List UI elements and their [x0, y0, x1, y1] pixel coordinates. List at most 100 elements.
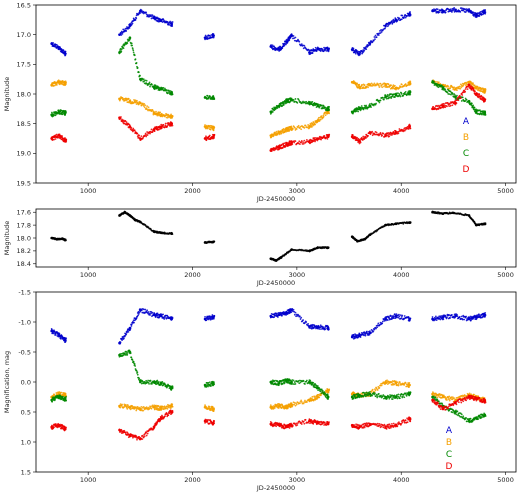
scatter-dot: [322, 115, 325, 118]
scatter-dot: [151, 404, 154, 407]
scatter-dot: [273, 109, 276, 112]
scatter-dot: [398, 315, 401, 318]
scatter-dot: [447, 93, 450, 95]
chart-panel-1: 1000 2000 3000 4000 500016.517.017.518.018.5…: [3, 1, 517, 203]
scatter-dot: [444, 83, 447, 86]
data-point: [308, 140, 311, 143]
scatter-dot: [409, 14, 412, 17]
scatter-dot: [446, 105, 448, 108]
data-point: [441, 86, 445, 90]
scatter-dot: [212, 133, 215, 136]
data-point: [170, 22, 173, 26]
y-tick-label: 18.0: [17, 234, 31, 242]
scatter-dot: [373, 82, 376, 85]
scatter-dot: [145, 11, 148, 14]
data-point: [118, 97, 121, 101]
data-point: [285, 40, 288, 44]
data-point: [394, 131, 398, 134]
data-point: [467, 317, 471, 321]
data-point: [139, 101, 142, 105]
y-tick-label: 0.5: [21, 408, 31, 416]
scatter-dot: [473, 84, 476, 87]
x-tick-label: 5000: [497, 476, 514, 484]
data-point: [60, 237, 64, 240]
scatter-dot: [54, 333, 57, 336]
data-point: [274, 259, 278, 262]
data-point: [441, 104, 445, 108]
scatter-dot: [471, 102, 473, 105]
scatter-dot: [133, 54, 136, 57]
scatter-dot: [145, 135, 148, 138]
scatter-dot: [52, 332, 55, 335]
scatter-dot: [209, 128, 212, 131]
scatter-dot: [326, 138, 329, 140]
scatter-dot: [404, 16, 407, 19]
scatter-dot: [302, 319, 304, 321]
scatter-dot: [280, 131, 283, 134]
x-tick-label: 1000: [80, 476, 97, 484]
scatter-dot: [146, 105, 149, 107]
data-point: [326, 246, 330, 249]
data-point: [55, 237, 59, 241]
x-tick-label: 3000: [289, 187, 306, 195]
scatter-dot: [354, 52, 357, 55]
data-point: [118, 51, 121, 54]
scatter-dot: [60, 338, 62, 340]
scatter-dot: [478, 15, 481, 17]
scatter-dot: [352, 112, 354, 115]
scatter-dot: [160, 123, 163, 126]
scatter-dot: [314, 140, 316, 143]
data-point: [452, 211, 455, 215]
scatter-dot: [132, 49, 135, 52]
scatter-dot: [126, 42, 129, 45]
scatter-dot: [126, 331, 128, 334]
scatter-dot: [54, 114, 57, 117]
scatter-dot: [372, 330, 375, 333]
scatter-dot: [469, 315, 472, 318]
data-point: [57, 110, 61, 114]
scatter-dot: [133, 405, 135, 408]
scatter-dot: [135, 409, 138, 412]
data-point: [316, 104, 320, 108]
scatter-dot: [131, 44, 134, 47]
data-point: [63, 338, 67, 342]
scatter-dot: [294, 98, 297, 100]
series-A: [50, 308, 487, 345]
data-point: [203, 125, 207, 128]
scatter-dot: [165, 407, 167, 410]
scatter-dot: [390, 84, 393, 87]
scatter-dot: [206, 95, 209, 97]
scatter-dot: [478, 93, 481, 96]
scatter-dot: [127, 28, 129, 30]
scatter-dot: [438, 11, 441, 14]
scatter-dot: [465, 315, 468, 318]
scatter-dot: [385, 97, 388, 100]
data-point: [431, 210, 434, 214]
scatter-dot: [212, 137, 214, 140]
scatter-dot: [285, 43, 287, 46]
scatter-dot: [371, 130, 374, 133]
data-point: [212, 315, 215, 319]
y-tick-label: 19.5: [17, 179, 31, 187]
data-point: [277, 313, 281, 317]
scatter-dot: [146, 134, 149, 136]
scatter-dot: [318, 120, 321, 122]
data-point: [118, 33, 121, 36]
data-point: [326, 107, 330, 111]
scatter-dot: [325, 49, 328, 52]
scatter-dot: [60, 391, 63, 394]
data-point: [139, 9, 142, 13]
scatter-dot: [314, 46, 317, 49]
scatter-dot: [148, 312, 151, 315]
scatter-dot: [130, 325, 133, 327]
scatter-dot: [138, 134, 141, 137]
scatter-dot: [390, 315, 393, 317]
x-tick-label: 5000: [497, 271, 514, 279]
scatter-dot: [404, 128, 407, 131]
scatter-dot: [479, 109, 481, 112]
scatter-dot: [382, 98, 385, 101]
scatter-dot: [372, 104, 375, 107]
scatter-dot: [481, 112, 484, 115]
scatter-dot: [451, 11, 453, 13]
scatter-dot: [52, 394, 55, 397]
